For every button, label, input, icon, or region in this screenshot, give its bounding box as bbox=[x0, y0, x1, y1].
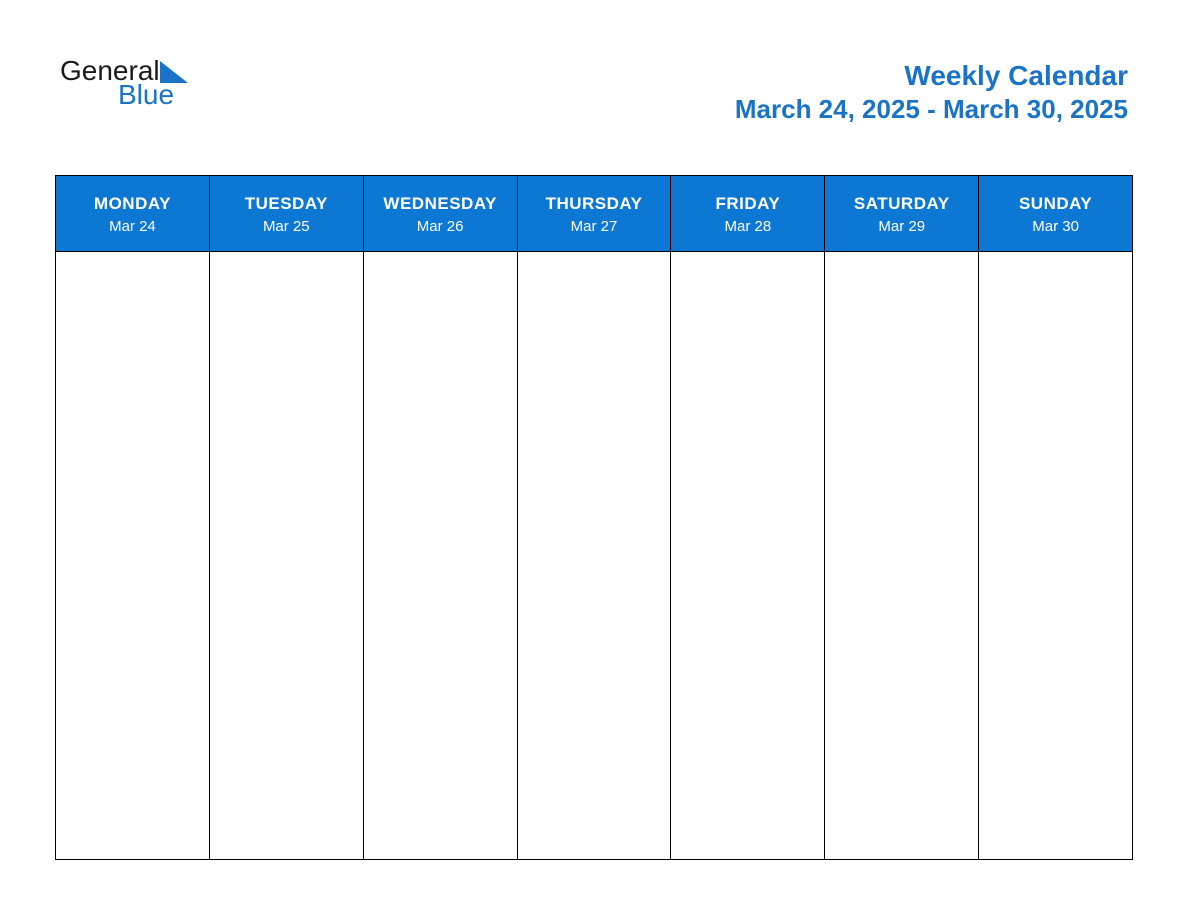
day-header: TUESDAY Mar 25 bbox=[210, 176, 363, 252]
day-header: THURSDAY Mar 27 bbox=[518, 176, 671, 252]
logo-text-blue: Blue bbox=[118, 79, 174, 111]
date-range: March 24, 2025 - March 30, 2025 bbox=[735, 94, 1128, 125]
day-date: Mar 30 bbox=[984, 218, 1127, 235]
day-body bbox=[518, 252, 671, 859]
day-body bbox=[210, 252, 363, 859]
day-column: MONDAY Mar 24 bbox=[56, 176, 210, 859]
page-header: General Blue Weekly Calendar March 24, 2… bbox=[0, 0, 1188, 155]
day-body bbox=[979, 252, 1132, 859]
day-name: TUESDAY bbox=[215, 194, 358, 214]
day-date: Mar 27 bbox=[523, 218, 666, 235]
day-name: FRIDAY bbox=[676, 194, 819, 214]
calendar-grid: MONDAY Mar 24 TUESDAY Mar 25 WEDNESDAY M… bbox=[55, 175, 1133, 860]
day-name: SUNDAY bbox=[984, 194, 1127, 214]
day-name: SATURDAY bbox=[830, 194, 973, 214]
day-body bbox=[671, 252, 824, 859]
day-column: SATURDAY Mar 29 bbox=[825, 176, 979, 859]
day-name: MONDAY bbox=[61, 194, 204, 214]
day-column: TUESDAY Mar 25 bbox=[210, 176, 364, 859]
day-body bbox=[364, 252, 517, 859]
day-date: Mar 25 bbox=[215, 218, 358, 235]
day-column: WEDNESDAY Mar 26 bbox=[364, 176, 518, 859]
day-date: Mar 28 bbox=[676, 218, 819, 235]
logo: General Blue bbox=[60, 55, 188, 111]
day-date: Mar 24 bbox=[61, 218, 204, 235]
day-header: MONDAY Mar 24 bbox=[56, 176, 209, 252]
day-column: SUNDAY Mar 30 bbox=[979, 176, 1132, 859]
day-header: FRIDAY Mar 28 bbox=[671, 176, 824, 252]
day-body bbox=[56, 252, 209, 859]
day-header: SUNDAY Mar 30 bbox=[979, 176, 1132, 252]
day-column: THURSDAY Mar 27 bbox=[518, 176, 672, 859]
page-title: Weekly Calendar bbox=[735, 60, 1128, 92]
day-name: THURSDAY bbox=[523, 194, 666, 214]
day-body bbox=[825, 252, 978, 859]
title-block: Weekly Calendar March 24, 2025 - March 3… bbox=[735, 55, 1128, 125]
day-header: SATURDAY Mar 29 bbox=[825, 176, 978, 252]
day-name: WEDNESDAY bbox=[369, 194, 512, 214]
day-date: Mar 26 bbox=[369, 218, 512, 235]
day-date: Mar 29 bbox=[830, 218, 973, 235]
day-header: WEDNESDAY Mar 26 bbox=[364, 176, 517, 252]
day-column: FRIDAY Mar 28 bbox=[671, 176, 825, 859]
